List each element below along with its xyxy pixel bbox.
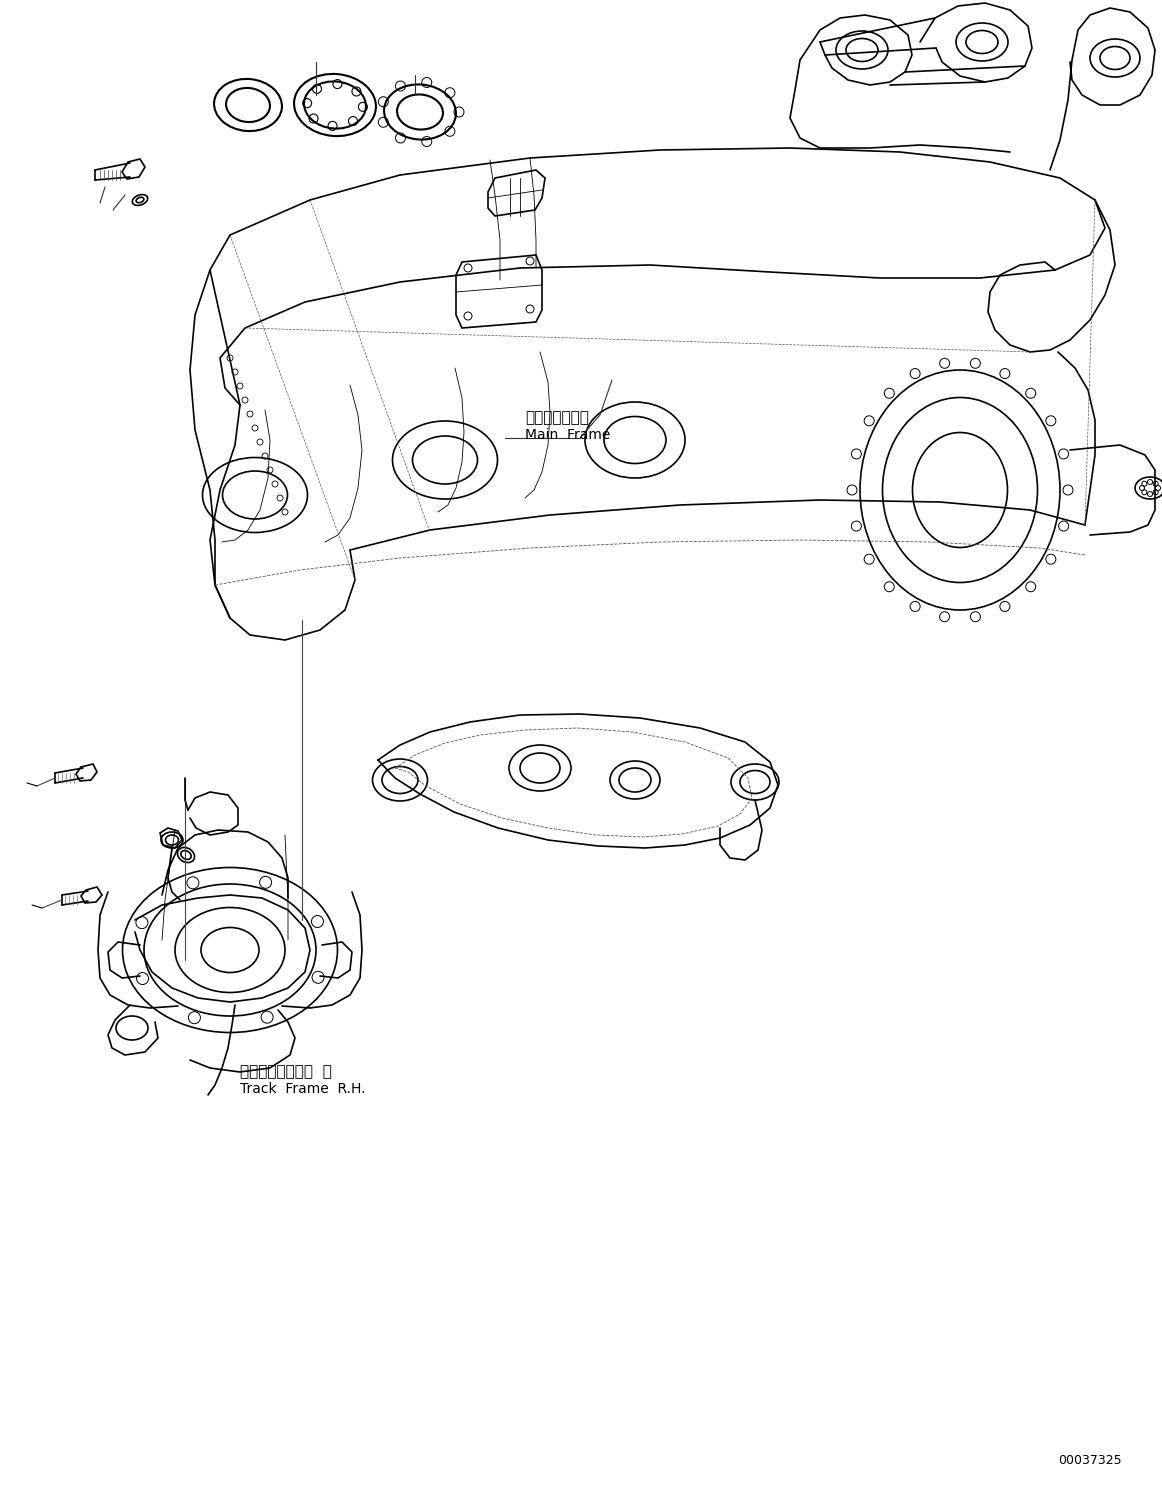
Text: トラックフレーム  右: トラックフレーム 右	[241, 1065, 332, 1079]
Text: Track  Frame  R.H.: Track Frame R.H.	[241, 1082, 366, 1096]
Text: メインフレーム: メインフレーム	[525, 410, 589, 425]
Text: 00037325: 00037325	[1057, 1454, 1121, 1467]
Text: Main  Frame: Main Frame	[525, 428, 610, 441]
